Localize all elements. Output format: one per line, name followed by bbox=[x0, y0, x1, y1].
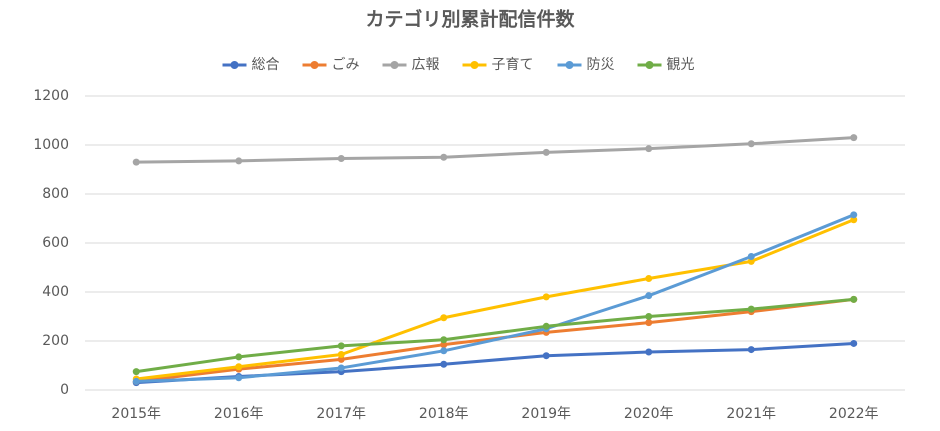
data-point bbox=[850, 339, 858, 347]
data-point bbox=[542, 293, 550, 301]
data-point bbox=[747, 252, 755, 260]
x-tick-label: 2020年 bbox=[624, 406, 674, 422]
data-point bbox=[850, 134, 858, 142]
data-point bbox=[645, 348, 653, 356]
data-point bbox=[542, 322, 550, 330]
x-tick-label: 2016年 bbox=[214, 406, 264, 422]
legend-label: 総合 bbox=[252, 57, 280, 73]
data-point bbox=[235, 363, 243, 371]
data-point bbox=[337, 355, 345, 363]
legend-label: 子育て bbox=[492, 57, 534, 73]
data-point bbox=[440, 336, 448, 344]
y-tick-label: 400 bbox=[42, 284, 69, 300]
data-point bbox=[440, 360, 448, 368]
series-line bbox=[136, 297, 854, 374]
data-point bbox=[747, 257, 755, 265]
y-tick-label: 1000 bbox=[33, 137, 69, 153]
data-point bbox=[337, 342, 345, 350]
data-point bbox=[132, 368, 140, 376]
legend-marker bbox=[310, 61, 319, 69]
y-tick-label: 200 bbox=[42, 333, 69, 349]
data-point bbox=[440, 347, 448, 355]
data-point bbox=[542, 352, 550, 360]
y-tick-label: 600 bbox=[42, 235, 69, 251]
x-tick-label: 2017年 bbox=[316, 406, 366, 422]
x-tick-label: 2022年 bbox=[829, 406, 879, 422]
legend-label: 観光 bbox=[667, 56, 695, 73]
data-point bbox=[337, 350, 345, 358]
legend-marker bbox=[645, 61, 654, 69]
data-point bbox=[850, 211, 858, 219]
x-tick-label: 2015年 bbox=[111, 406, 161, 422]
data-point bbox=[132, 158, 140, 166]
legend-label: 防災 bbox=[587, 57, 615, 73]
legend-label: ごみ bbox=[332, 57, 360, 73]
data-point bbox=[440, 314, 448, 322]
data-point bbox=[850, 216, 858, 224]
x-tick-label: 2019年 bbox=[521, 406, 571, 422]
data-point bbox=[440, 153, 448, 161]
legend-marker bbox=[565, 61, 574, 69]
data-point bbox=[440, 341, 448, 349]
y-tick-label: 0 bbox=[60, 382, 69, 398]
series-line bbox=[136, 136, 854, 164]
legend-label: 広報 bbox=[412, 57, 440, 73]
data-point bbox=[235, 353, 243, 361]
data-point bbox=[747, 346, 755, 354]
legend-marker bbox=[390, 61, 399, 69]
data-point bbox=[235, 157, 243, 165]
data-point bbox=[337, 364, 345, 372]
chart-title: カテゴリ別累計配信件数 bbox=[365, 8, 575, 31]
data-point bbox=[850, 295, 858, 303]
y-tick-label: 1200 bbox=[33, 88, 69, 104]
data-point bbox=[542, 148, 550, 156]
data-point bbox=[645, 319, 653, 327]
legend-marker bbox=[470, 61, 479, 69]
data-point bbox=[645, 292, 653, 300]
data-point bbox=[235, 374, 243, 382]
series-line bbox=[136, 213, 855, 383]
x-tick-label: 2021年 bbox=[726, 406, 776, 422]
legend-marker bbox=[230, 61, 239, 69]
data-point bbox=[337, 154, 345, 162]
data-point bbox=[645, 275, 653, 283]
x-tick-label: 2018年 bbox=[419, 406, 469, 422]
data-point bbox=[747, 140, 755, 148]
data-point bbox=[747, 305, 755, 313]
data-point bbox=[645, 313, 653, 320]
data-point bbox=[132, 377, 140, 385]
data-point bbox=[645, 145, 653, 153]
y-tick-label: 800 bbox=[42, 186, 69, 202]
